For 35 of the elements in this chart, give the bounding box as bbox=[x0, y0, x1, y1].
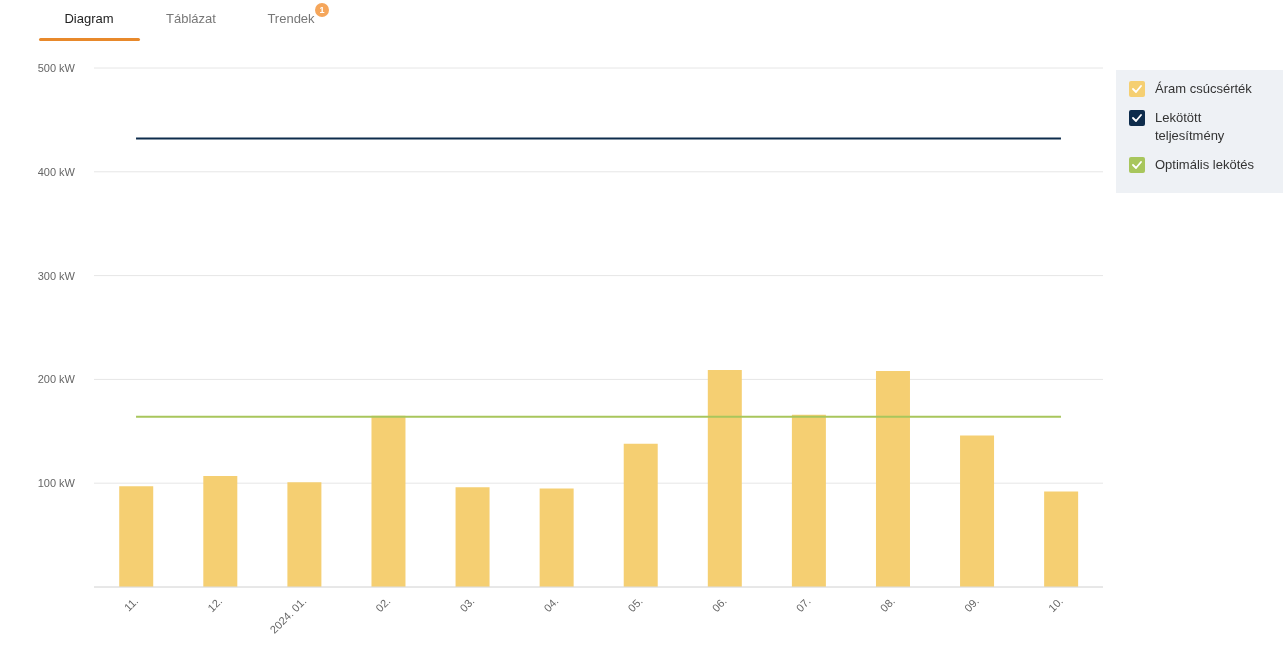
x-tick-label: 10. bbox=[1045, 594, 1066, 615]
bar bbox=[539, 488, 574, 587]
x-tick-label: 12. bbox=[205, 594, 225, 615]
bar bbox=[623, 443, 658, 587]
y-tick-label: 300 kW bbox=[37, 269, 76, 282]
bar bbox=[791, 414, 826, 587]
bar bbox=[1044, 491, 1079, 587]
y-tick-label: 400 kW bbox=[37, 165, 76, 178]
bar bbox=[960, 435, 995, 587]
y-tick-label: 500 kW bbox=[37, 62, 76, 74]
legend-label: Áram csúcsérték bbox=[1155, 81, 1252, 96]
x-tick-label: 04. bbox=[541, 594, 561, 615]
notification-badge: 1 bbox=[315, 3, 329, 17]
bar bbox=[455, 487, 490, 587]
x-tick-label: 03. bbox=[457, 594, 477, 615]
text: Diagram bbox=[64, 11, 114, 26]
x-tick-label: 05. bbox=[625, 594, 645, 615]
text: Táblázat bbox=[166, 11, 216, 26]
bar bbox=[203, 475, 238, 587]
y-tick-label: 200 kW bbox=[37, 373, 76, 386]
legend-label: Optimális lekötés bbox=[1155, 157, 1254, 172]
x-tick-label: 02. bbox=[373, 594, 393, 615]
bar bbox=[287, 482, 322, 587]
x-tick-label: 09. bbox=[961, 594, 982, 615]
bar bbox=[707, 370, 742, 587]
y-tick-label: 100 kW bbox=[37, 477, 76, 490]
bar bbox=[371, 415, 406, 587]
legend-label: Lekötött teljesítmény bbox=[1155, 110, 1225, 143]
bar bbox=[875, 371, 910, 587]
x-tick-label: 08. bbox=[877, 594, 898, 615]
bar bbox=[119, 486, 154, 587]
x-tick-label: 07. bbox=[793, 594, 813, 615]
text: Trendek bbox=[267, 11, 315, 26]
x-tick-label: 06. bbox=[709, 594, 729, 615]
x-tick-label: 11. bbox=[121, 594, 141, 614]
